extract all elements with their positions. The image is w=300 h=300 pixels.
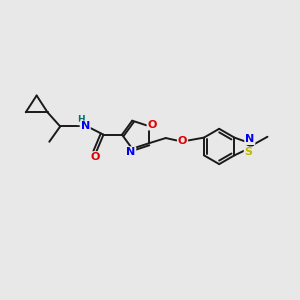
Text: O: O — [178, 136, 187, 146]
Text: S: S — [244, 147, 253, 158]
Text: O: O — [148, 120, 157, 130]
Text: H: H — [78, 116, 85, 124]
Text: N: N — [126, 147, 135, 157]
Text: O: O — [91, 152, 100, 162]
Text: N: N — [245, 134, 254, 144]
Text: N: N — [81, 122, 90, 131]
